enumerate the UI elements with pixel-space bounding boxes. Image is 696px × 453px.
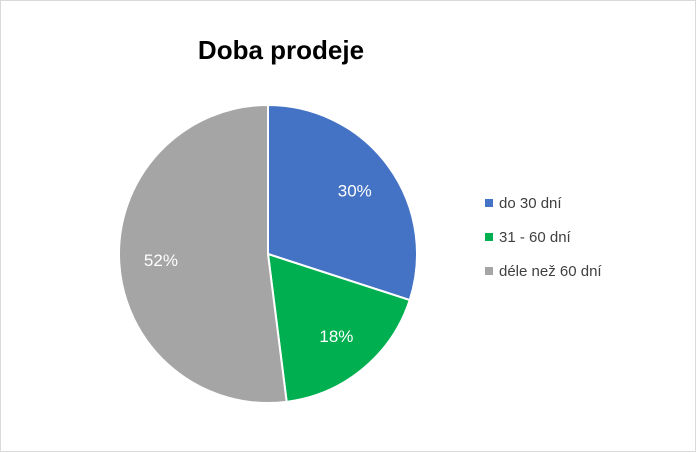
legend-label: déle než 60 dní [499,262,602,280]
pie-slice-1[interactable] [267,253,411,403]
pie-slice-0[interactable] [267,104,418,302]
chart-title: Doba prodeje [197,35,365,65]
legend-swatch [485,233,493,241]
legend-entry-do-30-dni[interactable]: do 30 dní [485,194,602,212]
legend-label: 31 - 60 dní [499,228,571,246]
pie-slice-2[interactable] [118,104,288,404]
data-label-2: 52% [144,251,178,270]
data-label-0: 30% [338,181,372,200]
legend-entry-31-60-dni[interactable]: 31 - 60 dní [485,228,602,246]
data-label-1: 18% [319,327,353,346]
legend-swatch [485,267,493,275]
legend: do 30 dní 31 - 60 dní déle než 60 dní [485,194,602,296]
legend-entry-dele-nez-60-dni[interactable]: déle než 60 dní [485,262,602,280]
legend-swatch [485,199,493,207]
legend-label: do 30 dní [499,194,562,212]
pie-chart: 30% 18% 52% [118,104,418,404]
